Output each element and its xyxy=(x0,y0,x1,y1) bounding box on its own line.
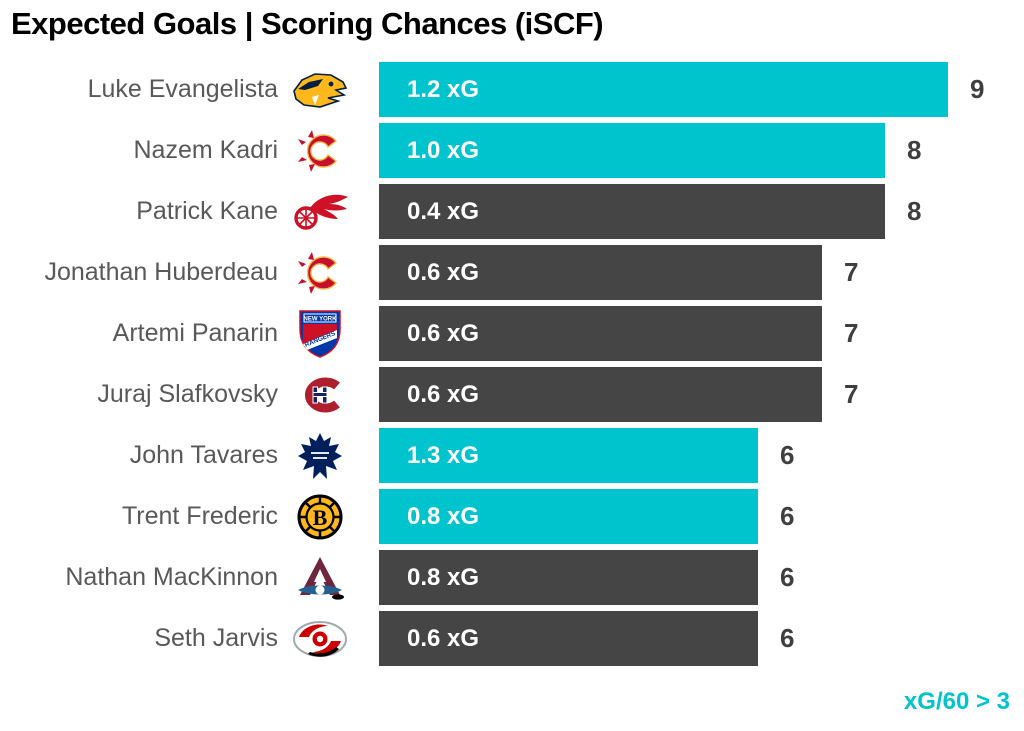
nashville-predators-logo xyxy=(278,62,362,117)
player-row: Nathan MacKinnon 0.8 xG 6 xyxy=(0,550,1024,611)
player-row: Luke Evangelista 1.2 xG 9 xyxy=(0,62,1024,123)
iscf-count-label: 9 xyxy=(970,74,985,104)
player-name: Luke Evangelista xyxy=(87,75,278,103)
xg-bar: 1.3 xG xyxy=(379,428,758,483)
player-name: Artemi Panarin xyxy=(112,319,278,347)
player-name: Nazem Kadri xyxy=(133,136,279,164)
xg-value-label: 1.2 xG xyxy=(407,75,480,103)
player-row: Artemi Panarin NEW YORK RANGERS 0.6 xG 7 xyxy=(0,306,1024,367)
bar-zone: 0.6 xG 6 xyxy=(379,611,794,666)
iscf-count-label: 6 xyxy=(780,562,795,592)
xg-bar: 0.6 xG xyxy=(379,367,822,422)
player-name: Juraj Slafkovsky xyxy=(97,380,278,408)
iscf-count-label: 7 xyxy=(844,318,859,348)
iscf-count-label: 6 xyxy=(780,623,795,653)
calgary-flames-logo xyxy=(278,245,362,300)
player-name: Seth Jarvis xyxy=(154,624,278,652)
player-row: John Tavares 1.3 xG 6 xyxy=(0,428,1024,489)
player-row: Seth Jarvis 0.6 xG 6 xyxy=(0,611,1024,672)
player-row: Juraj Slafkovsky 0.6 xG 7 xyxy=(0,367,1024,428)
xg-value-label: 0.6 xG xyxy=(407,319,480,347)
player-row: Jonathan Huberdeau 0.6 xG 7 xyxy=(0,245,1024,306)
chart-title: Expected Goals | Scoring Chances (iSCF) xyxy=(11,6,604,41)
bar-zone: 0.8 xG 6 xyxy=(379,489,794,544)
player-name: Jonathan Huberdeau xyxy=(44,258,278,286)
montreal-canadiens-logo xyxy=(278,367,362,422)
bar-zone: 0.8 xG 6 xyxy=(379,550,794,605)
bar-zone: 0.6 xG 7 xyxy=(379,306,858,361)
bar-rows: Luke Evangelista 1.2 xG 9 Nazem Kadri 1.… xyxy=(0,62,1024,672)
svg-text:NEW YORK: NEW YORK xyxy=(304,316,338,322)
bar-zone: 1.0 xG 8 xyxy=(379,123,921,178)
iscf-count-label: 6 xyxy=(780,501,795,531)
xg-value-label: 0.4 xG xyxy=(407,197,480,225)
player-row: Patrick Kane 0.4 xG 8 xyxy=(0,184,1024,245)
xg-bar: 1.2 xG xyxy=(379,62,948,117)
xg-bar: 0.8 xG xyxy=(379,550,758,605)
colorado-avalanche-logo xyxy=(278,550,362,605)
xg-value-label: 1.3 xG xyxy=(407,441,480,469)
xg-bar: 0.6 xG xyxy=(379,245,822,300)
xg-bar: 0.8 xG xyxy=(379,489,758,544)
bar-zone: 1.3 xG 6 xyxy=(379,428,794,483)
player-name: Nathan MacKinnon xyxy=(65,563,278,591)
player-name: John Tavares xyxy=(129,441,278,469)
xg-value-label: 0.6 xG xyxy=(407,380,480,408)
xg-value-label: 0.8 xG xyxy=(407,502,480,530)
xg-bar: 0.6 xG xyxy=(379,611,758,666)
player-name: Patrick Kane xyxy=(136,197,278,225)
detroit-red-wings-logo xyxy=(278,184,362,239)
iscf-count-label: 7 xyxy=(844,257,859,287)
bar-zone: 0.6 xG 7 xyxy=(379,367,858,422)
toronto-maple-leafs-logo xyxy=(278,428,362,483)
xg-bar: 0.6 xG xyxy=(379,306,822,361)
iscf-count-label: 7 xyxy=(844,379,859,409)
threshold-note: xG/60 > 3 xyxy=(903,688,1010,715)
xg-value-label: 1.0 xG xyxy=(407,136,480,164)
xg-bar: 0.4 xG xyxy=(379,184,885,239)
xg-bar: 1.0 xG xyxy=(379,123,885,178)
player-row: Trent Frederic B 0.8 xG 6 xyxy=(0,489,1024,550)
carolina-hurricanes-logo xyxy=(278,611,362,666)
iscf-count-label: 8 xyxy=(907,196,922,226)
svg-text:B: B xyxy=(313,505,328,530)
boston-bruins-logo: B xyxy=(278,489,362,544)
calgary-flames-logo xyxy=(278,123,362,178)
xg-value-label: 0.6 xG xyxy=(407,258,480,286)
iscf-count-label: 6 xyxy=(780,440,795,470)
player-name: Trent Frederic xyxy=(121,502,278,530)
xg-value-label: 0.8 xG xyxy=(407,563,480,591)
xg-value-label: 0.6 xG xyxy=(407,624,480,652)
iscf-count-label: 8 xyxy=(907,135,922,165)
bar-zone: 0.6 xG 7 xyxy=(379,245,858,300)
bar-zone: 0.4 xG 8 xyxy=(379,184,921,239)
bar-zone: 1.2 xG 9 xyxy=(379,62,984,117)
new-york-rangers-logo: NEW YORK RANGERS xyxy=(278,306,362,361)
player-row: Nazem Kadri 1.0 xG 8 xyxy=(0,123,1024,184)
